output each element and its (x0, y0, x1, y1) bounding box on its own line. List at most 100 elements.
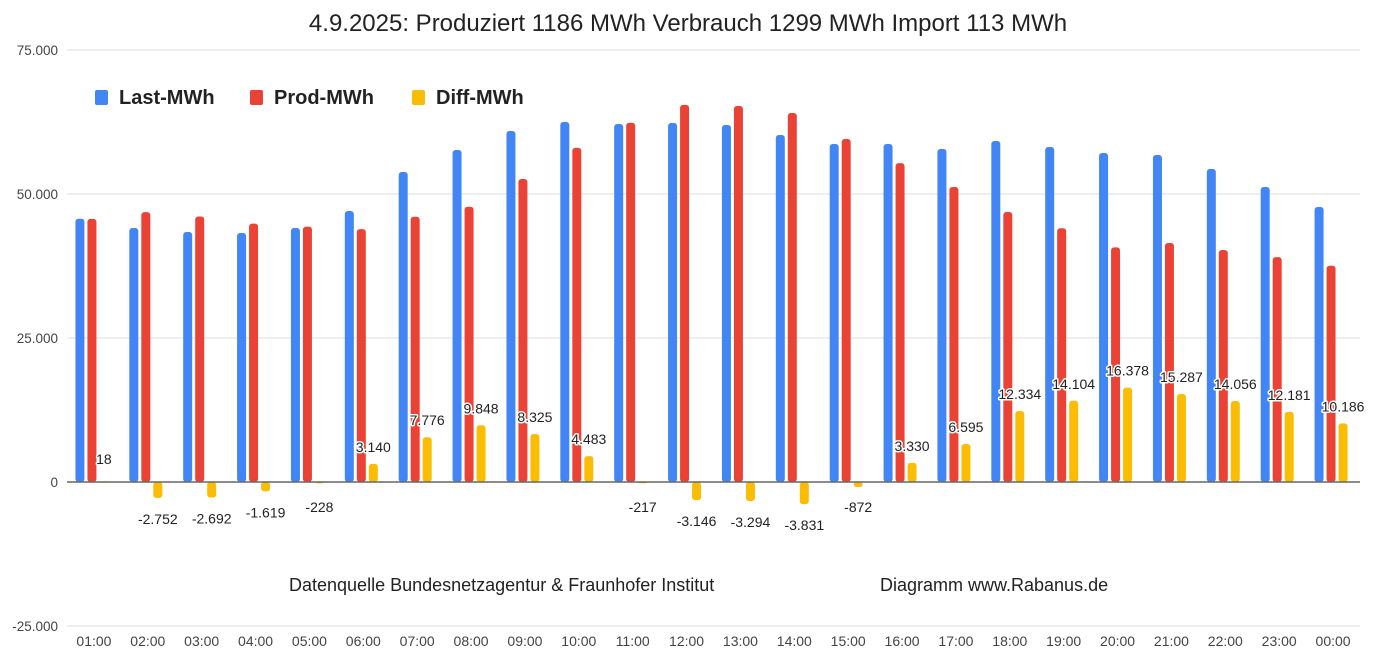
bar-diff-mwh (1176, 393, 1186, 482)
bar-prod-mwh (356, 229, 366, 482)
bar-diff-mwh (1230, 401, 1240, 482)
bar-last-mwh (1206, 169, 1216, 483)
bar-prod-mwh (464, 206, 474, 482)
data-label-diff: 15.287 (1160, 369, 1203, 385)
x-tick-label: 21:00 (1154, 633, 1189, 649)
bar-diff-mwh (584, 456, 594, 482)
data-label-diff: 4.483 (571, 431, 606, 447)
bar-prod-mwh (1326, 265, 1336, 482)
x-axis-ticks: 01:00 02:00 03:00 04:00 05:00 06:00 07:00 08:00… (76, 633, 1350, 649)
bar-prod-mwh (572, 147, 582, 482)
x-tick-label: 05:00 (292, 633, 327, 649)
gridlines (67, 49, 1360, 627)
x-tick-label: 01:00 (76, 633, 111, 649)
bar-prod-mwh (410, 216, 420, 482)
bar-last-mwh (1314, 207, 1324, 483)
x-tick-label: 06:00 (346, 633, 381, 649)
y-tick-label: 50.000 (17, 187, 58, 202)
data-label-diff: 9.848 (464, 400, 499, 416)
x-tick-label: 02:00 (130, 633, 165, 649)
bar-prod-mwh (680, 104, 690, 482)
legend-label-prod-mwh: Prod-MWh (274, 87, 374, 109)
bar-last-mwh (290, 227, 300, 482)
bar-diff-mwh (530, 434, 540, 482)
x-tick-label: 22:00 (1208, 633, 1243, 649)
bar-last-mwh (452, 149, 462, 483)
bar-diff-mwh (853, 482, 863, 488)
bar-prod-mwh (87, 218, 97, 482)
data-label-diff: 7.776 (410, 412, 445, 428)
bar-last-mwh (937, 149, 947, 482)
y-axis-ticks: 75.000 50.000 25.000 0 -25.000 (12, 43, 58, 634)
bar-diff-mwh (1123, 387, 1133, 482)
bar-diff-mwh (692, 482, 702, 501)
bar-diff-mwh (476, 425, 486, 482)
data-label-diff: 18 (96, 451, 112, 467)
annotation-diagram-credit: Diagramm www.Rabanus.de (880, 575, 1108, 595)
data-label-diff: 14.056 (1214, 376, 1257, 392)
x-tick-label: 04:00 (238, 633, 273, 649)
bar-diff-mwh (368, 463, 378, 482)
data-label-diff: 14.104 (1052, 376, 1095, 392)
bar-diff-mwh (961, 444, 971, 482)
bar-last-mwh (560, 122, 570, 482)
bar-diff-mwh (422, 437, 432, 482)
bar-prod-mwh (1272, 257, 1282, 482)
bar-last-mwh (721, 124, 731, 482)
bar-last-mwh (75, 218, 85, 482)
x-tick-label: 00:00 (1316, 633, 1351, 649)
x-tick-label: 17:00 (938, 633, 973, 649)
data-labels: 18 -2.752 -2.692 -1.619 -228 3.140 7.776 9.848 8… (95, 361, 1367, 534)
bar-last-mwh (183, 232, 193, 482)
legend-label-last-mwh: Last-MWh (119, 87, 215, 109)
data-label-diff: -3.294 (731, 514, 771, 530)
bar-diff-mwh (1069, 400, 1079, 482)
bar-last-mwh (883, 144, 893, 482)
bar-last-mwh (129, 227, 139, 482)
bar-diff-mwh (1338, 423, 1348, 482)
y-tick-label: 0 (50, 475, 58, 490)
bar-prod-mwh (195, 216, 205, 483)
y-tick-label: 75.000 (17, 43, 58, 58)
x-tick-label: 15:00 (831, 633, 866, 649)
x-tick-label: 09:00 (507, 633, 542, 649)
bar-diff-mwh (207, 482, 217, 498)
bar-prod-mwh (1003, 212, 1013, 483)
bar-last-mwh (668, 122, 678, 483)
x-tick-label: 14:00 (777, 633, 812, 649)
bar-diff-mwh (261, 482, 271, 492)
data-label-diff: -228 (305, 499, 333, 515)
bar-last-mwh (829, 144, 839, 482)
bar-last-mwh (775, 135, 785, 483)
data-label-diff: -1.619 (246, 504, 286, 520)
bar-diff-mwh (153, 482, 163, 498)
data-label-diff: -217 (629, 499, 657, 515)
bar-last-mwh (398, 171, 408, 482)
data-label-diff: -2.692 (192, 511, 232, 527)
x-tick-label: 13:00 (723, 633, 758, 649)
data-label-diff: 12.181 (1268, 387, 1311, 403)
bars (75, 104, 1348, 505)
bar-last-mwh (1045, 146, 1055, 482)
bar-prod-mwh (787, 112, 797, 482)
legend-label-diff-mwh: Diff-MWh (436, 87, 524, 109)
y-tick-label: 25.000 (17, 331, 58, 346)
y-tick-label: -25.000 (12, 619, 58, 634)
data-label-diff: 12.334 (998, 386, 1041, 402)
bar-prod-mwh (733, 106, 743, 482)
bar-prod-mwh (302, 226, 312, 482)
x-tick-label: 12:00 (669, 633, 704, 649)
x-tick-label: 20:00 (1100, 633, 1135, 649)
data-label-diff: 10.186 (1322, 398, 1365, 414)
bar-prod-mwh (1111, 247, 1121, 482)
bar-last-mwh (1152, 155, 1162, 482)
bar-diff-mwh (799, 482, 809, 505)
bar-prod-mwh (841, 138, 851, 483)
bar-prod-mwh (1164, 243, 1174, 482)
bar-last-mwh (1260, 186, 1270, 483)
data-label-diff: -872 (844, 499, 872, 515)
bar-prod-mwh (1218, 249, 1228, 482)
x-tick-label: 08:00 (454, 633, 489, 649)
data-label-diff: 3.330 (895, 438, 930, 454)
data-label-diff: 16.378 (1106, 363, 1149, 379)
